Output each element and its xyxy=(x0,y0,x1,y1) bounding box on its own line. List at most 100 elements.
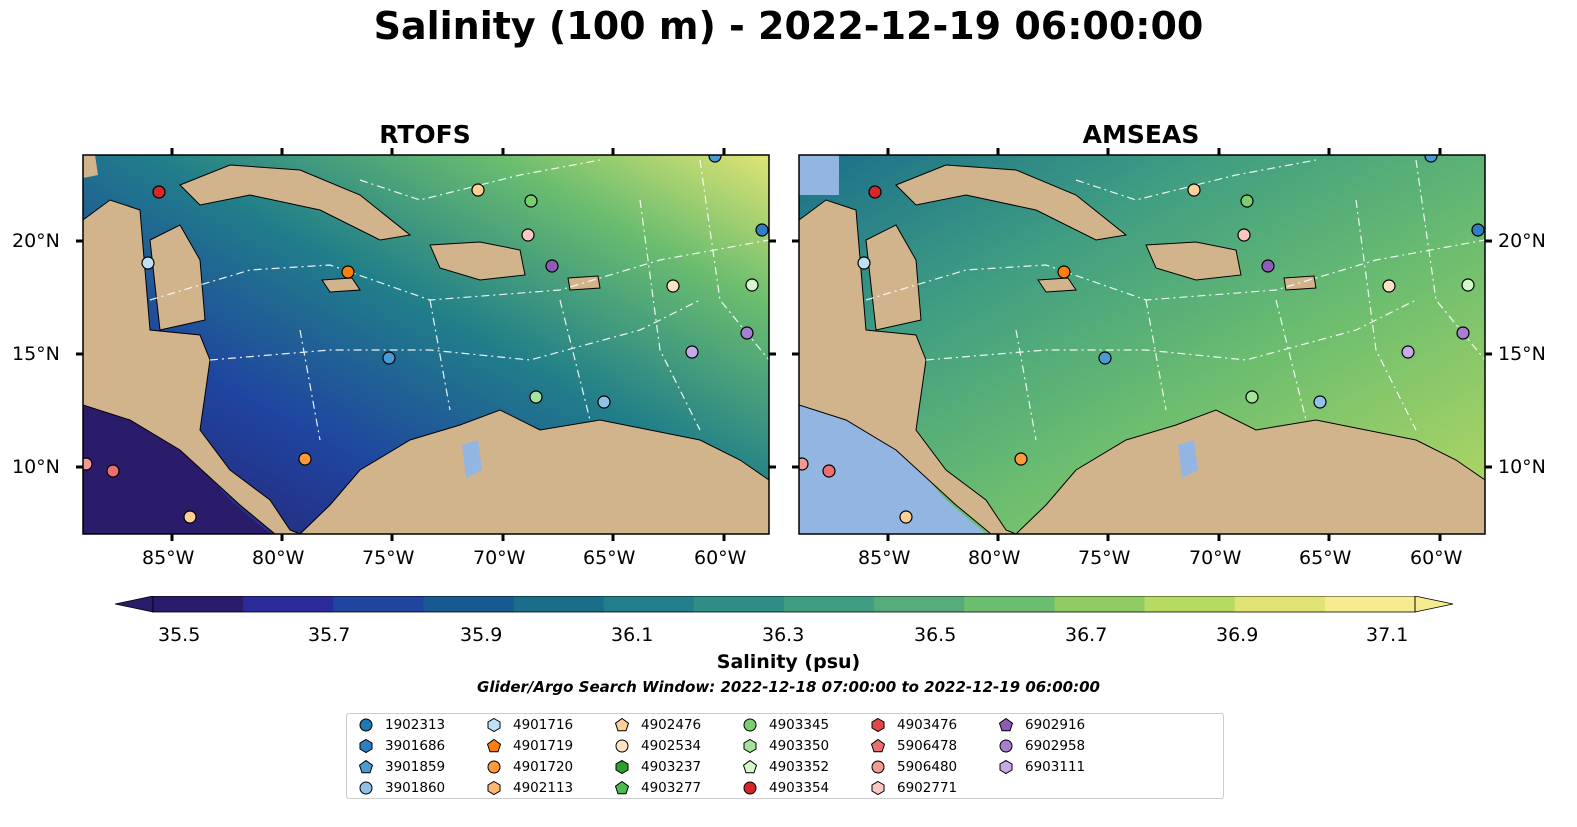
legend-marker-icon xyxy=(871,760,885,774)
legend-label: 6902958 xyxy=(1025,738,1086,754)
cbar-tick-5: 36.3 xyxy=(762,624,805,646)
legend-marker-icon xyxy=(615,759,629,775)
legend-item: 4903345 xyxy=(739,715,829,735)
legend-item: 4903350 xyxy=(739,736,829,756)
legend-item: 4903237 xyxy=(611,757,701,777)
cbar-tick-8: 36.9 xyxy=(1216,624,1259,646)
legend-marker-icon xyxy=(359,781,373,795)
lat-tick-a-2: 15°N xyxy=(12,343,60,365)
cbar-tick-6: 36.5 xyxy=(914,624,957,646)
legend-marker-icon xyxy=(743,718,757,732)
legend-label: 4902534 xyxy=(641,738,702,754)
lon-tick-a-1: 85°W xyxy=(142,547,195,569)
colorbar-label: Salinity (psu) xyxy=(716,651,861,673)
colorbar-segment xyxy=(1054,596,1146,612)
legend-marker-icon xyxy=(871,780,885,796)
lon-tick-a-4: 70°W xyxy=(473,547,526,569)
legend-marker-icon xyxy=(998,717,1014,732)
colorbar xyxy=(115,596,1454,613)
legend-label: 4901720 xyxy=(513,759,574,775)
lon-tick-b-3: 75°W xyxy=(1078,547,1131,569)
colorbar-segment xyxy=(423,596,515,612)
panel-title-rtofs: RTOFS xyxy=(379,120,471,149)
legend-marker-icon xyxy=(487,717,501,733)
lon-tick-b-2: 80°W xyxy=(968,547,1021,569)
legend-marker-icon xyxy=(742,759,758,774)
legend-item: 4902476 xyxy=(611,715,701,735)
legend-item: 4901719 xyxy=(483,736,573,756)
legend-label: 6903111 xyxy=(1025,759,1086,775)
legend-item: 5906478 xyxy=(867,736,957,756)
legend-item: 4903354 xyxy=(739,778,829,798)
legend-item: 4901720 xyxy=(483,757,573,777)
legend-marker-icon xyxy=(359,738,373,754)
legend-item: 1902313 xyxy=(355,715,445,735)
legend-marker-icon xyxy=(614,717,630,732)
colorbar-segment xyxy=(153,596,244,612)
colorbar-segment xyxy=(1234,596,1326,612)
legend-item: 6902916 xyxy=(995,715,1085,735)
legend-marker-icon xyxy=(487,780,501,796)
legend-label: 5906478 xyxy=(897,738,958,754)
lat-tick-b-1: 20°N xyxy=(1498,230,1546,252)
legend-marker-icon xyxy=(743,781,757,795)
rtofs-map xyxy=(83,155,769,534)
legend-label: 4903350 xyxy=(769,738,830,754)
legend-marker-icon xyxy=(615,739,629,753)
colorbar-segment xyxy=(603,596,695,612)
legend-label: 4902476 xyxy=(641,717,702,733)
legend-item: 4902113 xyxy=(483,778,573,798)
legend-item: 5906480 xyxy=(867,757,957,777)
legend-label: 4903277 xyxy=(641,780,702,796)
legend-item: 4901716 xyxy=(483,715,573,735)
lat-tick-a-1: 20°N xyxy=(12,230,60,252)
legend-marker-icon xyxy=(870,738,886,753)
legend-item: 4903352 xyxy=(739,757,829,777)
cbar-tick-3: 35.9 xyxy=(460,624,503,646)
legend-label: 4903476 xyxy=(897,717,958,733)
legend-label: 3901859 xyxy=(385,759,446,775)
colorbar-segment xyxy=(333,596,425,612)
amseas-map xyxy=(799,155,1485,534)
legend-item: 3901859 xyxy=(355,757,445,777)
cbar-tick-9: 37.1 xyxy=(1366,624,1409,646)
legend-label: 3901686 xyxy=(385,738,446,754)
legend-label: 4903352 xyxy=(769,759,830,775)
legend-item: 4903277 xyxy=(611,778,701,798)
legend-item: 4903476 xyxy=(867,715,957,735)
lon-tick-a-3: 75°W xyxy=(362,547,415,569)
cbar-tick-1: 35.5 xyxy=(158,624,201,646)
colorbar-segment xyxy=(1324,596,1416,612)
legend-label: 4901719 xyxy=(513,738,574,754)
colorbar-segment xyxy=(874,596,965,612)
lon-tick-b-4: 70°W xyxy=(1189,547,1242,569)
legend-marker-icon xyxy=(487,760,501,774)
colorbar-segment xyxy=(693,596,785,612)
figure-title: Salinity (100 m) - 2022-12-19 06:00:00 xyxy=(373,4,1204,48)
legend-marker-icon xyxy=(743,738,757,754)
colorbar-segment xyxy=(513,596,605,612)
legend-marker-icon xyxy=(358,759,374,774)
legend-item: 3901686 xyxy=(355,736,445,756)
legend-item: 4902534 xyxy=(611,736,701,756)
lon-tick-a-6: 60°W xyxy=(694,547,747,569)
search-window-text: Glider/Argo Search Window: 2022-12-18 07… xyxy=(477,678,1100,696)
legend-marker-icon xyxy=(871,717,885,733)
colorbar-segment xyxy=(1144,596,1236,612)
legend-label: 4903345 xyxy=(769,717,830,733)
colorbar-segment xyxy=(243,596,334,612)
lon-tick-b-1: 85°W xyxy=(858,547,911,569)
legend-item: 6902771 xyxy=(867,778,957,798)
lat-tick-b-3: 10°N xyxy=(1498,456,1546,478)
legend-label: 4902113 xyxy=(513,780,574,796)
legend-label: 4903237 xyxy=(641,759,702,775)
legend-marker-icon xyxy=(359,718,373,732)
float-legend: 1902313 3901686 3901859 3901860 4901716 49017… xyxy=(346,713,1224,799)
legend-label: 6902916 xyxy=(1025,717,1086,733)
legend-label: 4903354 xyxy=(769,780,830,796)
legend-marker-icon xyxy=(999,739,1013,753)
legend-marker-icon xyxy=(999,759,1013,775)
colorbar-segment xyxy=(964,596,1056,612)
lon-tick-a-2: 80°W xyxy=(252,547,305,569)
